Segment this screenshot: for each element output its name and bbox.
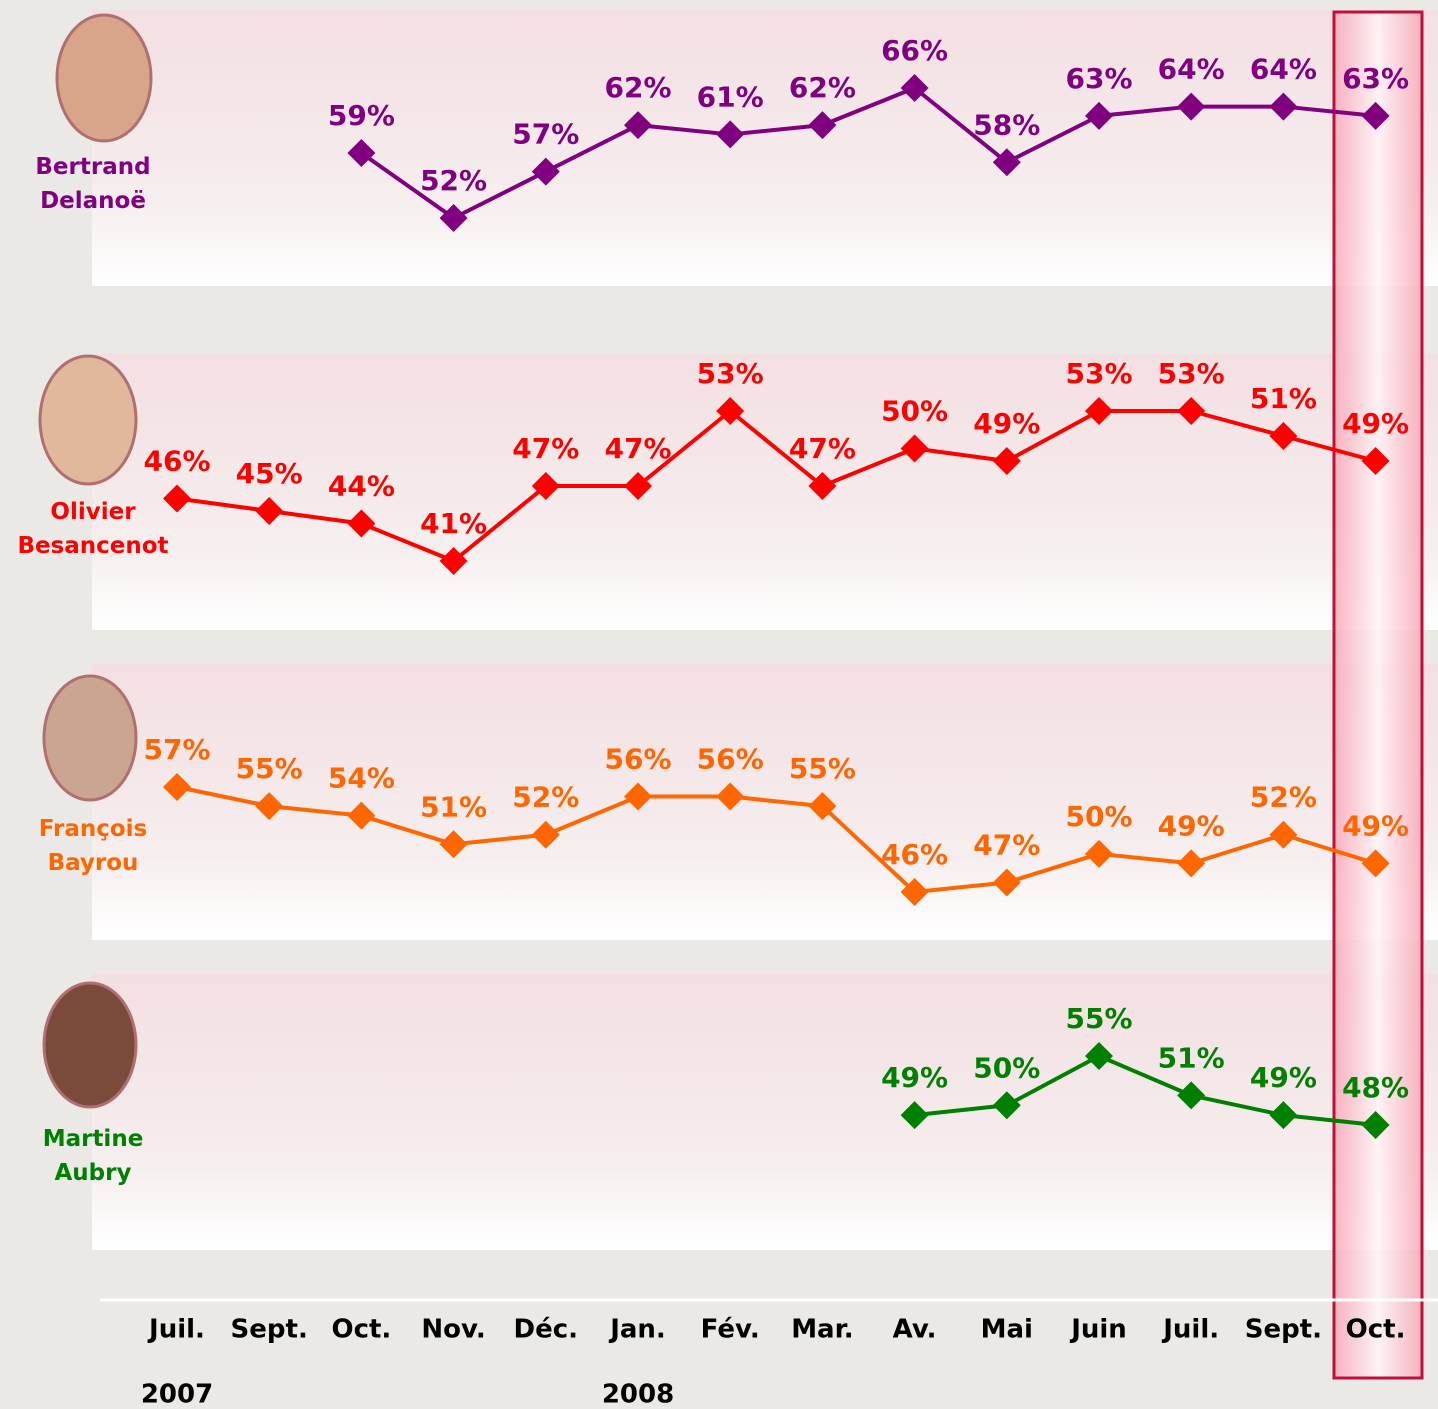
- data-label: 41%: [420, 507, 487, 540]
- data-label: 44%: [328, 470, 395, 503]
- page: Juil. 2007 Sept. Oct. Nov. Déc. Jan. 2008 Fév. Ma…: [0, 0, 1438, 1409]
- data-label: 50%: [973, 1051, 1040, 1084]
- data-label: 55%: [236, 752, 303, 785]
- data-label: 51%: [420, 790, 487, 823]
- data-label: 48%: [1342, 1071, 1409, 1104]
- x-tick-label: Oct.: [1346, 1315, 1406, 1345]
- panel-bg: [92, 974, 1438, 1250]
- panel-bg: [92, 10, 1438, 286]
- data-label: 62%: [789, 71, 856, 104]
- data-label: 64%: [1250, 53, 1317, 86]
- data-label: 57%: [512, 118, 579, 151]
- highlight-column: [1334, 12, 1422, 1378]
- data-label: 57%: [143, 733, 210, 766]
- panel-bg: [92, 354, 1438, 630]
- x-tick-label: Jan.: [608, 1315, 666, 1345]
- data-label: 47%: [512, 432, 579, 465]
- data-label: 49%: [1342, 407, 1409, 440]
- data-label: 52%: [420, 164, 487, 197]
- data-label: 49%: [1250, 1061, 1317, 1094]
- data-label: 56%: [697, 743, 764, 776]
- data-label: 46%: [143, 445, 210, 478]
- x-tick-label: Juil.: [1161, 1315, 1219, 1345]
- data-label: 55%: [1065, 1002, 1132, 1035]
- series-name: Bertrand Delanoë: [8, 150, 178, 218]
- data-label: 51%: [1250, 382, 1317, 415]
- data-label: 49%: [1158, 809, 1225, 842]
- x-tick-label: Sept.: [1245, 1315, 1322, 1345]
- series-name: François Bayrou: [8, 812, 178, 880]
- data-label: 52%: [512, 781, 579, 814]
- data-label: 63%: [1065, 62, 1132, 95]
- data-label: 50%: [881, 395, 948, 428]
- data-label: 47%: [604, 432, 671, 465]
- data-label: 61%: [697, 80, 764, 113]
- data-label: 53%: [1065, 357, 1132, 390]
- data-label: 58%: [973, 108, 1040, 141]
- series-name: Olivier Besancenot: [8, 495, 178, 563]
- data-label: 53%: [1158, 357, 1225, 390]
- data-label: 51%: [1158, 1041, 1225, 1074]
- x-tick-label: Oct.: [331, 1315, 391, 1345]
- data-label: 64%: [1158, 53, 1225, 86]
- data-label: 62%: [604, 71, 671, 104]
- x-tick-label: Mar.: [791, 1315, 853, 1345]
- x-tick-label: Juil.: [147, 1315, 205, 1345]
- data-label: 54%: [328, 762, 395, 795]
- data-label: 59%: [328, 99, 395, 132]
- data-label: 50%: [1065, 800, 1132, 833]
- x-tick-label: Av.: [893, 1315, 937, 1345]
- data-label: 47%: [789, 432, 856, 465]
- x-tick-label: Déc.: [514, 1315, 579, 1345]
- data-label: 52%: [1250, 781, 1317, 814]
- data-label: 45%: [236, 457, 303, 490]
- series-name: Martine Aubry: [8, 1122, 178, 1190]
- data-label: 66%: [881, 34, 948, 67]
- x-tick-label: Mai: [981, 1315, 1033, 1345]
- data-label: 46%: [881, 838, 948, 871]
- portrait: [44, 676, 136, 800]
- data-label: 47%: [973, 828, 1040, 861]
- data-label: 49%: [973, 407, 1040, 440]
- data-label: 49%: [881, 1061, 948, 1094]
- backgrounds: [40, 10, 1438, 1378]
- x-tick-label: Fév.: [701, 1315, 760, 1345]
- data-label: 56%: [604, 743, 671, 776]
- data-label: 63%: [1342, 62, 1409, 95]
- x-tick-label: Juin: [1069, 1315, 1127, 1345]
- chart: Juil. 2007 Sept. Oct. Nov. Déc. Jan. 2008 Fév. Ma…: [0, 0, 1438, 1409]
- portrait: [57, 15, 151, 141]
- x-tick-label: Sept.: [231, 1315, 308, 1345]
- portrait: [44, 983, 136, 1107]
- data-label: 55%: [789, 752, 856, 785]
- x-tick-label: Nov.: [421, 1315, 485, 1345]
- data-label: 53%: [697, 357, 764, 390]
- portrait: [40, 356, 136, 484]
- year-label: 2007: [141, 1380, 213, 1409]
- data-label: 49%: [1342, 809, 1409, 842]
- year-label: 2008: [602, 1380, 674, 1409]
